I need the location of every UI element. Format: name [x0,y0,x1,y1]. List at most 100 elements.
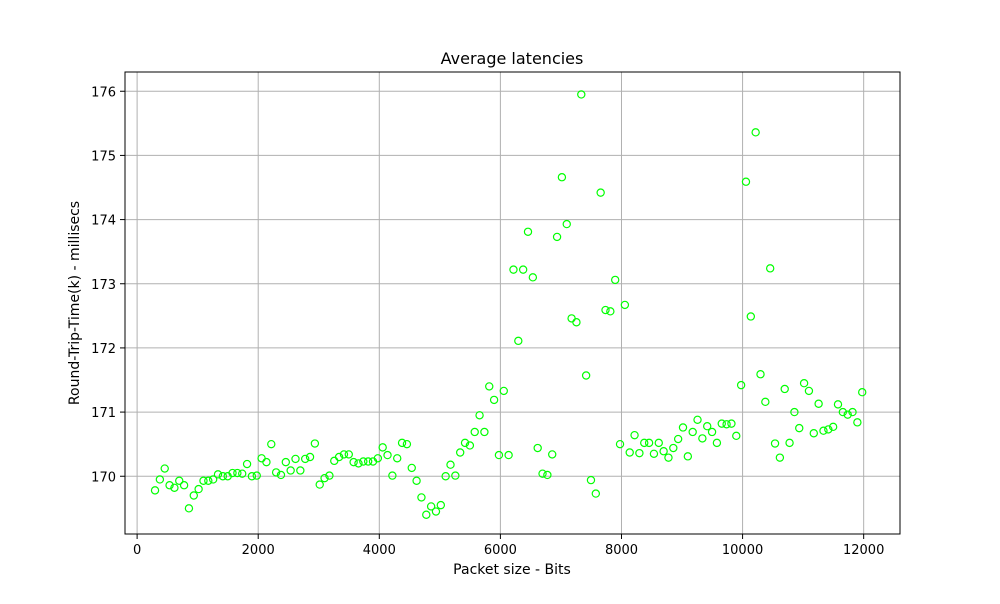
data-point [165,481,174,490]
data-point [184,504,194,513]
y-tick-label: 173 [91,278,116,293]
data-point [480,427,489,437]
data-point [179,481,189,490]
data-point [291,454,300,464]
data-point [795,423,804,433]
data-point [460,438,470,448]
data-point [383,450,392,460]
y-tick-label: 170 [91,470,116,485]
data-point [858,387,867,397]
data-point [518,265,528,274]
data-point [310,439,320,448]
data-point [707,427,717,437]
data-point [775,453,785,462]
x-tick-label: 4000 [363,543,396,558]
data-point [325,471,334,480]
data-point [848,407,857,417]
data-point [431,507,441,516]
data-point [504,450,513,460]
data-point [388,471,397,480]
data-point [489,395,499,405]
data-point [838,407,848,417]
data-point [717,419,726,428]
data-point [586,475,596,485]
data-point [509,265,518,274]
data-point [465,441,475,450]
data-point [344,450,353,459]
data-point [669,443,678,453]
data-point [359,457,368,466]
data-point [523,227,533,236]
x-tick-label: 6000 [484,543,517,558]
data-point [780,384,789,394]
data-point [354,459,363,468]
data-point [286,466,295,475]
data-point [204,476,213,485]
data-point [804,386,814,396]
data-point [412,476,421,485]
data-point [208,475,218,484]
data-point [756,370,765,379]
x-tick-label: 0 [133,543,141,558]
data-point [698,434,707,443]
data-point [649,449,659,458]
data-point [620,300,630,310]
data-point [814,399,823,408]
data-point [175,476,184,485]
data-point [276,470,286,480]
data-point [727,419,736,428]
data-point [601,305,610,315]
data-point [267,439,276,449]
data-point [591,489,601,498]
chart-title: Average latencies [441,49,584,68]
data-point [741,177,751,186]
data-point [581,371,591,380]
data-point [630,430,639,440]
data-point [397,438,407,448]
data-point [785,438,794,448]
y-tick-label: 175 [91,149,116,164]
data-point [664,453,673,462]
data-point [751,128,760,137]
data-point [247,472,257,481]
data-point [606,307,615,316]
y-tick-label: 176 [91,85,116,100]
data-point [363,457,373,466]
data-point [160,464,169,473]
data-point [199,476,208,485]
data-point [417,493,426,502]
data-point [548,450,557,459]
data-point [300,454,310,464]
data-point [625,448,634,457]
y-tick-label: 174 [91,214,116,229]
data-point [543,470,552,480]
data-point [688,427,697,437]
gridlines [125,72,900,534]
data-point [426,502,436,511]
data-point [494,450,504,460]
data-point [373,454,383,463]
data-point [562,219,571,229]
data-point [673,434,683,444]
data-point [833,400,843,409]
data-point [422,510,431,519]
data-point [451,471,460,480]
data-point [189,491,198,500]
data-point [378,443,387,452]
x-tick-label: 12000 [843,543,884,558]
data-point [528,273,538,282]
data-point [436,500,446,510]
plot-frame [124,71,901,535]
data-point [843,410,852,419]
data-point [770,439,780,448]
x-tick-label: 8000 [605,543,638,558]
data-point [242,459,252,469]
data-point [339,450,349,459]
data-point [233,468,242,478]
data-point [194,484,203,494]
data-point [315,480,324,489]
y-tick-label: 172 [91,342,116,357]
data-point [393,454,402,463]
data-point [790,407,799,417]
data-point [155,475,165,484]
